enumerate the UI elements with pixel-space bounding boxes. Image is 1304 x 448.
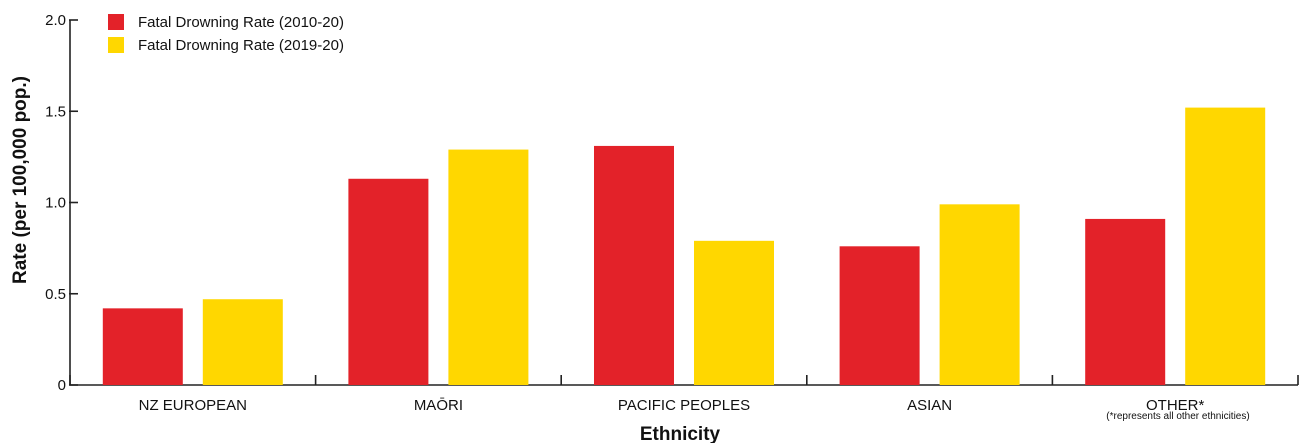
bar (1185, 107, 1266, 385)
y-tick-label: 2.0 (45, 12, 66, 29)
x-category-label: ASIAN (907, 397, 952, 414)
bar (202, 299, 283, 385)
x-category-label: PACIFIC PEOPLES (618, 397, 750, 414)
y-axis-title: Rate (per 100,000 pop.) (10, 76, 31, 284)
legend-label: Fatal Drowning Rate (2010-20) (138, 14, 344, 31)
x-category-label: MAŌRI (414, 397, 463, 414)
legend-swatch (108, 14, 124, 30)
bar (694, 240, 774, 385)
y-tick-label: 0.5 (45, 286, 66, 303)
legend: Fatal Drowning Rate (2010-20) Fatal Drown… (108, 14, 344, 54)
y-tick-label: 0 (58, 377, 66, 394)
bar (594, 145, 674, 385)
bar (102, 308, 183, 385)
category-footnote: (*represents all other ethnicities) (1106, 411, 1249, 422)
legend-label: Fatal Drowning Rate (2019-20) (138, 37, 344, 54)
y-tick-label: 1.0 (45, 195, 66, 212)
bar (348, 178, 429, 385)
bar (939, 204, 1020, 385)
x-axis-title: Ethnicity (640, 424, 721, 443)
bar (1085, 218, 1166, 385)
bars (102, 107, 1266, 385)
x-category-label: NZ EUROPEAN (139, 397, 247, 414)
x-category-label: OTHER* (1146, 397, 1205, 414)
bar (839, 246, 920, 385)
legend-swatch (108, 37, 124, 53)
y-tick-label: 1.5 (45, 103, 66, 120)
bar (448, 149, 529, 385)
